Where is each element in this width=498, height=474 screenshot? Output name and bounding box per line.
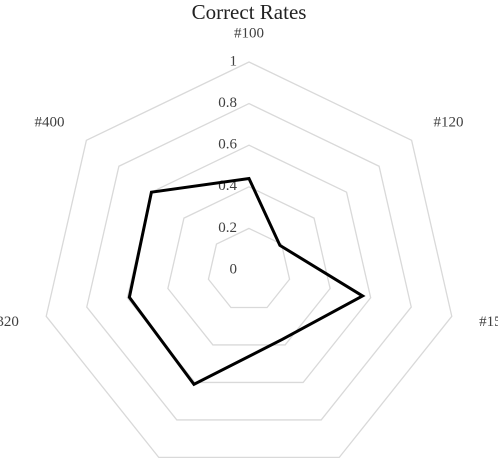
grid-ring: [45, 61, 453, 459]
grid-ring: [86, 102, 412, 421]
grid-ring: [167, 186, 331, 346]
category-label: #100: [234, 25, 264, 41]
chart-title: Correct Rates: [192, 0, 307, 24]
category-label: #400: [34, 114, 64, 130]
r-tick-label: 1: [230, 53, 238, 69]
r-tick-label: 0: [230, 261, 238, 277]
category-label: #320: [0, 314, 19, 330]
category-label: #150: [479, 314, 498, 330]
grid-ring: [207, 227, 291, 309]
category-label: #120: [434, 114, 464, 130]
r-tick-label: 0.8: [218, 95, 237, 111]
r-tick-label: 0.2: [218, 220, 237, 236]
r-tick-label: 0.6: [218, 137, 237, 153]
series-line: [127, 176, 366, 387]
